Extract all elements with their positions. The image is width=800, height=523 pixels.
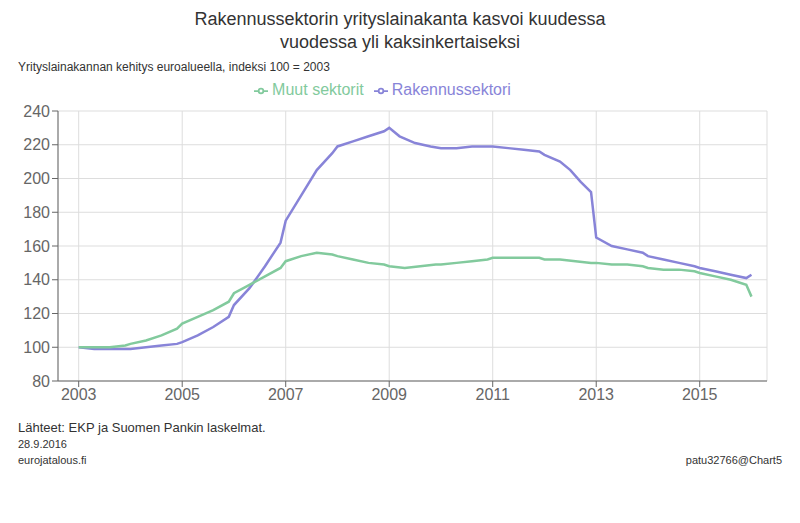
svg-text:140: 140 xyxy=(23,271,50,288)
svg-text:2007: 2007 xyxy=(268,386,304,403)
svg-text:2003: 2003 xyxy=(61,386,97,403)
html-text:Lähteet: EKP ja Suomen Pankin: Lähteet: EKP ja Suomen Pankin laskelmat. xyxy=(18,420,266,435)
html-text:Yrityslainakannan kehitys euro: Yrityslainakannan kehitys euroalueella, … xyxy=(18,60,330,74)
html-text:Rakennussektorin yrityslainaka: Rakennussektorin yrityslainakanta kasvoi… xyxy=(194,9,606,29)
html-text:28.9.2016: 28.9.2016 xyxy=(18,438,67,450)
svg-text:2005: 2005 xyxy=(164,386,200,403)
svg-text:220: 220 xyxy=(23,136,50,153)
svg-text:80: 80 xyxy=(32,373,50,390)
svg-text:240: 240 xyxy=(23,103,50,120)
svg-text:160: 160 xyxy=(23,238,50,255)
svg-text:2011: 2011 xyxy=(476,386,511,403)
svg-text:100: 100 xyxy=(23,339,50,356)
svg-text:2009: 2009 xyxy=(371,386,407,403)
html-text:Muut sektorit: Muut sektorit xyxy=(272,81,364,98)
html-text:patu32766@Chart5: patu32766@Chart5 xyxy=(685,454,782,466)
svg-text:120: 120 xyxy=(23,305,50,322)
svg-text:2013: 2013 xyxy=(578,386,614,403)
html-text:eurojatalous.fi: eurojatalous.fi xyxy=(18,454,87,466)
html-text:Rakennussektori: Rakennussektori xyxy=(391,81,511,98)
html-text:vuodessa yli kaksinkertaiseksi: vuodessa yli kaksinkertaiseksi xyxy=(279,32,520,52)
svg-text:180: 180 xyxy=(23,204,50,221)
svg-text:200: 200 xyxy=(23,170,50,187)
svg-text:2015: 2015 xyxy=(682,386,718,403)
